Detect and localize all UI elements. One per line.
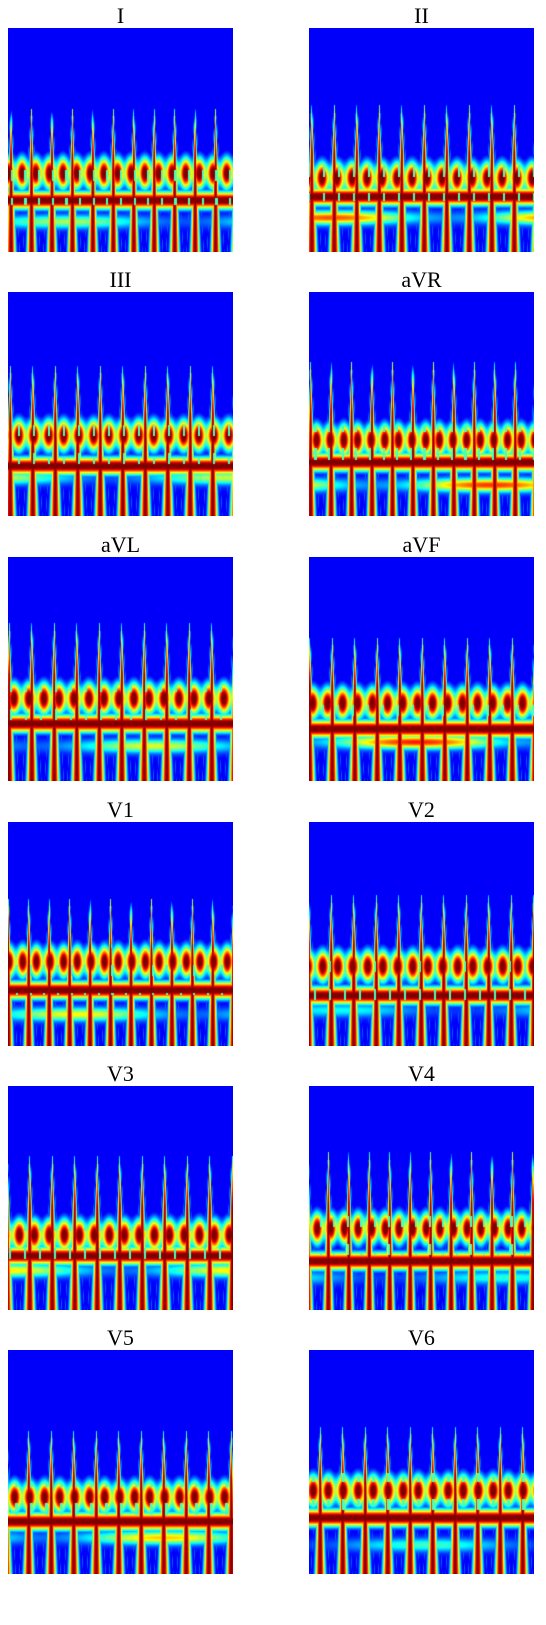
panel-title: I — [116, 3, 125, 28]
panel-lead-avr: aVR — [309, 268, 534, 516]
panel-lead-iii: III — [8, 268, 233, 516]
panel-title: V3 — [107, 1061, 134, 1086]
scalogram-image — [309, 28, 534, 252]
panel-lead-v6: V6 — [309, 1326, 534, 1574]
panel-title: V6 — [408, 1325, 435, 1350]
scalogram-image — [8, 822, 233, 1046]
panel-title: II — [414, 3, 429, 28]
panel-title: V1 — [107, 797, 134, 822]
panel-title: V4 — [408, 1061, 435, 1086]
panel-lead-v1: V1 — [8, 798, 233, 1046]
panel-lead-avf: aVF — [309, 533, 534, 781]
panel-title: aVL — [100, 532, 141, 557]
panel-lead-v5: V5 — [8, 1326, 233, 1574]
panel-lead-avl: aVL — [8, 533, 233, 781]
scalogram-image — [8, 28, 233, 252]
scalogram-image — [309, 557, 534, 781]
scalogram-image — [8, 557, 233, 781]
panel-lead-v4: V4 — [309, 1062, 534, 1310]
panel-lead-v2: V2 — [309, 798, 534, 1046]
scalogram-image — [309, 1086, 534, 1310]
panel-title: V2 — [408, 797, 435, 822]
panel-lead-v3: V3 — [8, 1062, 233, 1310]
panel-title: III — [109, 267, 132, 292]
panel-title: V5 — [107, 1325, 134, 1350]
scalogram-image — [309, 822, 534, 1046]
scalogram-image — [309, 292, 534, 516]
panel-title: aVF — [402, 532, 441, 557]
scalogram-image — [8, 1350, 233, 1574]
scalogram-image — [8, 1086, 233, 1310]
panel-lead-ii: II — [309, 4, 534, 252]
panel-title: aVR — [401, 267, 442, 292]
scalogram-image — [309, 1350, 534, 1574]
scalogram-image — [8, 292, 233, 516]
panel-lead-i: I — [8, 4, 233, 252]
